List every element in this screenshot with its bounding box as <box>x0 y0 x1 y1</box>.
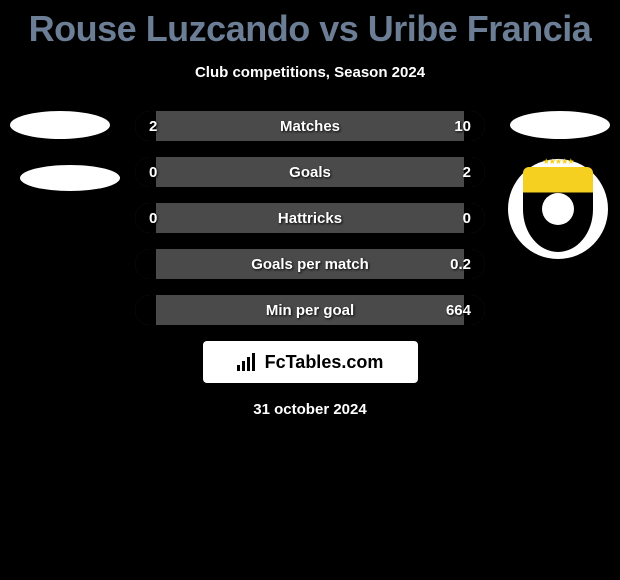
stat-row: 2 10 Matches <box>0 111 620 141</box>
stats-area: ★★★★★ 210Matches02Goals00Hattricks0.2Goa… <box>0 111 620 325</box>
stat-label: Goals <box>289 164 331 181</box>
stat-value-right: 0.2 <box>450 256 471 273</box>
bar-container: 0 0 Hattricks <box>135 203 485 233</box>
stat-row: 0.2 Goals per match <box>0 249 620 279</box>
stat-row: 664 Min per goal <box>0 295 620 325</box>
bar-container: 2 10 Matches <box>135 111 485 141</box>
stat-label: Goals per match <box>251 256 369 273</box>
subtitle: Club competitions, Season 2024 <box>0 64 620 81</box>
bar-left-fill <box>135 249 156 279</box>
stat-label: Min per goal <box>266 302 354 319</box>
stat-label: Hattricks <box>278 210 342 227</box>
bar-left-fill <box>135 295 156 325</box>
stat-value-left: 0 <box>149 210 157 227</box>
bar-container: 0 2 Goals <box>135 157 485 187</box>
bars-icon <box>237 353 259 371</box>
date-text: 31 october 2024 <box>0 401 620 418</box>
main-container: Rouse Luzcando vs Uribe Francia Club com… <box>0 0 620 418</box>
stat-value-left: 0 <box>149 164 157 181</box>
stat-value-right: 2 <box>463 164 471 181</box>
stat-label: Matches <box>280 118 340 135</box>
stat-rows: 2 10 Matches 0 2 Goals 0 0 Hattricks 0.2 Goals per… <box>0 111 620 325</box>
stat-row: 0 0 Hattricks <box>0 203 620 233</box>
stat-value-right: 0 <box>463 210 471 227</box>
stat-row: 0 2 Goals <box>0 157 620 187</box>
footer-brand-text: FcTables.com <box>265 352 384 373</box>
stat-value-right: 10 <box>454 118 471 135</box>
stat-value-left: 2 <box>149 118 157 135</box>
bar-container: 0.2 Goals per match <box>135 249 485 279</box>
page-title: Rouse Luzcando vs Uribe Francia <box>0 8 620 50</box>
stat-value-right: 664 <box>446 302 471 319</box>
footer-brand-box: FcTables.com <box>203 341 418 383</box>
bar-container: 664 Min per goal <box>135 295 485 325</box>
